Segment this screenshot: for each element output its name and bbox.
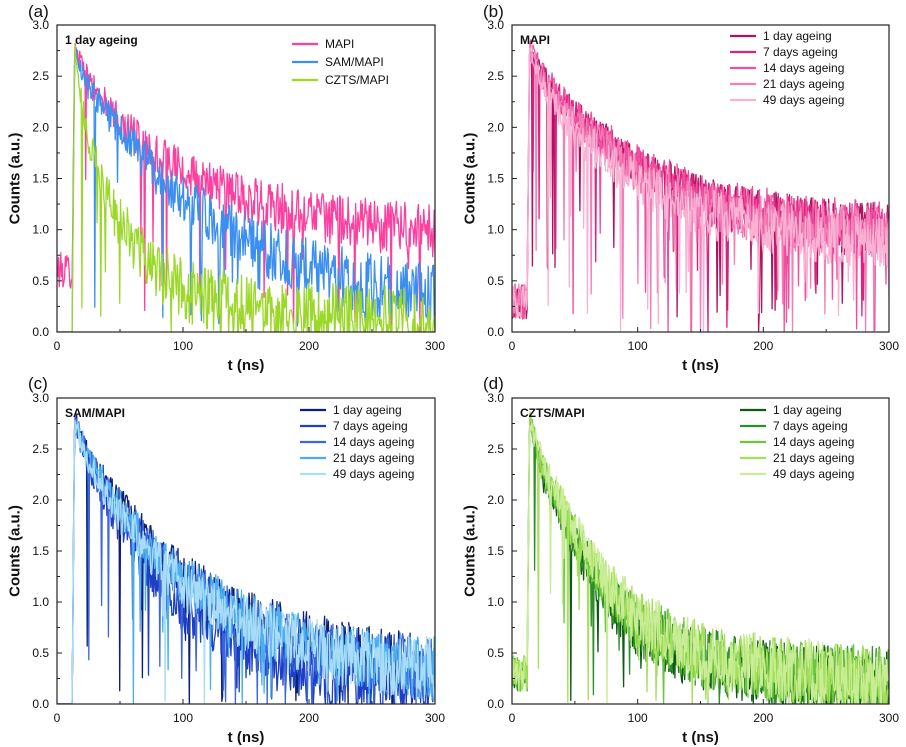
legend: 1 day ageing 7 days ageing 14 days ageing 2… — [730, 29, 844, 107]
y-tick-label: 1.0 — [487, 223, 504, 237]
y-tick-label: 3.0 — [32, 391, 49, 405]
panel-label: (a) — [28, 2, 49, 21]
legend-label: 14 days ageing — [333, 435, 414, 449]
legend: 1 day ageing 7 days ageing 14 days ageing 2… — [740, 403, 854, 481]
x-tick-label: 100 — [628, 339, 648, 353]
y-tick-label: 0.0 — [487, 697, 504, 711]
legend-label: 1 day ageing — [763, 29, 832, 43]
legend-label: 49 days ageing — [773, 467, 854, 481]
y-tick-label: 1.5 — [487, 172, 504, 186]
legend-label: 7 days ageing — [763, 45, 838, 59]
x-axis-title: t (ns) — [682, 357, 719, 374]
x-tick-label: 200 — [753, 339, 773, 353]
legend-label: SAM/MAPI — [325, 55, 384, 69]
legend-label: 7 days ageing — [333, 419, 408, 433]
x-axis-title: t (ns) — [682, 729, 719, 746]
x-tick-label: 100 — [628, 711, 648, 725]
y-tick-label: 0.0 — [32, 697, 49, 711]
legend-label: 21 days ageing — [773, 451, 854, 465]
x-tick-label: 200 — [753, 711, 773, 725]
y-tick-label: 1.5 — [32, 172, 49, 186]
y-tick-label: 2.5 — [32, 69, 49, 83]
legend: 1 day ageing 7 days ageing 14 days ageing 2… — [300, 403, 414, 481]
chart-panel-1: 0.0 0.5 1.0 1.5 2.0 2.5 3.0 0 100 200 300 t (ns) Cou… — [6, 2, 445, 374]
x-tick-label: 200 — [299, 339, 319, 353]
legend-label: CZTS/MAPI — [325, 73, 389, 87]
legend-label: 21 days ageing — [333, 451, 414, 465]
y-tick-label: 3.0 — [32, 18, 49, 32]
legend: MAPI SAM/MAPI CZTS/MAPI — [292, 37, 389, 87]
legend-label: 21 days ageing — [763, 77, 844, 91]
x-tick-label: 0 — [509, 711, 516, 725]
y-tick-label: 2.0 — [32, 120, 49, 134]
legend-label: 14 days ageing — [773, 435, 854, 449]
y-tick-label: 1.5 — [487, 544, 504, 558]
x-tick-label: 100 — [173, 339, 193, 353]
legend-label: 49 days ageing — [333, 467, 414, 481]
y-tick-label: 3.0 — [487, 18, 504, 32]
panel-label: (d) — [483, 374, 504, 393]
x-tick-label: 100 — [173, 711, 193, 725]
series-line — [57, 42, 435, 332]
x-tick-label: 0 — [54, 339, 61, 353]
panel-label: (b) — [483, 2, 504, 21]
x-tick-label: 200 — [299, 711, 319, 725]
series-line — [512, 41, 889, 332]
y-tick-label: 2.5 — [487, 69, 504, 83]
panel-label: (c) — [28, 374, 48, 393]
y-axis-title: Counts (a.u.) — [6, 133, 23, 225]
legend-label: MAPI — [325, 37, 354, 51]
inset-title: 1 day ageing — [65, 33, 138, 47]
inset-title: MAPI — [520, 33, 550, 47]
x-tick-label: 300 — [425, 711, 445, 725]
y-tick-label: 1.0 — [32, 595, 49, 609]
x-tick-label: 300 — [879, 339, 899, 353]
legend-label: 7 days ageing — [773, 419, 848, 433]
y-tick-label: 0.5 — [487, 274, 504, 288]
y-tick-label: 2.0 — [487, 493, 504, 507]
y-tick-label: 0.5 — [32, 646, 49, 660]
legend-label: 1 day ageing — [773, 403, 842, 417]
y-tick-label: 0.0 — [487, 325, 504, 339]
series-group — [512, 411, 889, 704]
y-tick-label: 1.5 — [32, 544, 49, 558]
y-tick-label: 2.5 — [487, 442, 504, 456]
x-tick-label: 300 — [425, 339, 445, 353]
x-tick-label: 0 — [54, 711, 61, 725]
chart-panel-3: 0.0 0.5 1.0 1.5 2.0 2.5 3.0 0 100 200 300 t (ns) Cou… — [6, 374, 445, 746]
x-tick-label: 300 — [879, 711, 899, 725]
series-group — [57, 414, 435, 704]
legend-label: 49 days ageing — [763, 93, 844, 107]
y-axis-title: Counts (a.u.) — [461, 133, 478, 225]
y-tick-label: 2.5 — [32, 442, 49, 456]
y-tick-label: 2.0 — [32, 493, 49, 507]
y-tick-label: 0.5 — [487, 646, 504, 660]
y-tick-label: 3.0 — [487, 391, 504, 405]
legend-label: 1 day ageing — [333, 403, 402, 417]
y-tick-label: 2.0 — [487, 120, 504, 134]
legend-label: 14 days ageing — [763, 61, 844, 75]
y-axis-title: Counts (a.u.) — [6, 505, 23, 597]
y-tick-label: 0.0 — [32, 325, 49, 339]
x-tick-label: 0 — [509, 339, 516, 353]
y-tick-label: 0.5 — [32, 274, 49, 288]
series-line — [512, 422, 889, 704]
y-tick-label: 1.0 — [32, 223, 49, 237]
chart-panel-2: 0.0 0.5 1.0 1.5 2.0 2.5 3.0 0 100 200 300 t (ns) Cou… — [461, 2, 899, 374]
x-axis-title: t (ns) — [228, 357, 265, 374]
series-line — [57, 44, 435, 332]
inset-title: SAM/MAPI — [65, 406, 125, 420]
series-group — [57, 42, 435, 332]
y-tick-label: 1.0 — [487, 595, 504, 609]
series-line — [512, 53, 889, 332]
y-axis-title: Counts (a.u.) — [461, 505, 478, 597]
series-line — [57, 420, 435, 704]
series-group — [512, 39, 889, 332]
chart-panel-4: 0.0 0.5 1.0 1.5 2.0 2.5 3.0 0 100 200 300 t (ns) Cou… — [461, 374, 899, 746]
inset-title: CZTS/MAPI — [520, 406, 585, 420]
x-axis-title: t (ns) — [228, 729, 265, 746]
